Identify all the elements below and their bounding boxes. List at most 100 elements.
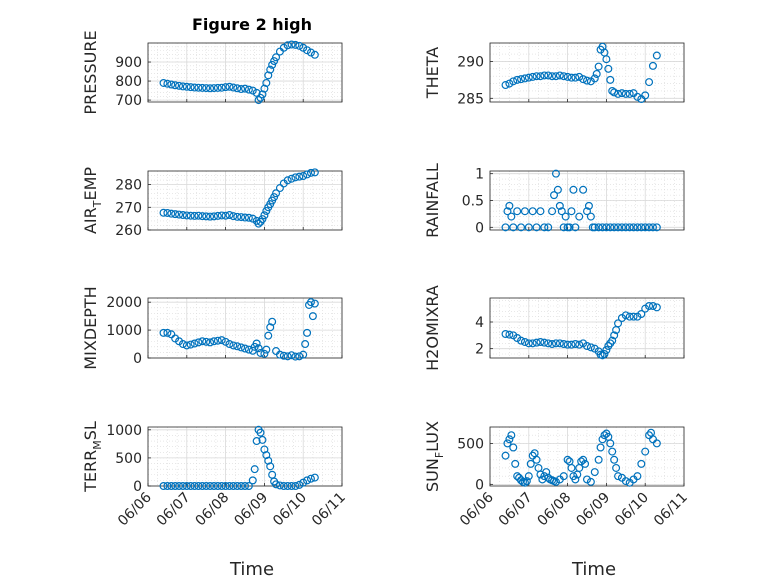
data-point: [159, 328, 168, 337]
data-point: [524, 73, 533, 82]
y-tick-label: 500: [457, 436, 484, 452]
data-point: [563, 340, 572, 349]
data-point: [221, 83, 230, 92]
data-point: [501, 330, 510, 339]
data-point: [606, 75, 615, 84]
axes-box: [489, 426, 685, 487]
data-point: [233, 84, 242, 93]
data-point: [217, 336, 226, 345]
data-point: [540, 71, 549, 80]
data-point: [163, 328, 172, 337]
plot-area: [490, 43, 684, 102]
data-series: [159, 425, 319, 491]
data-series: [159, 298, 319, 361]
data-point: [551, 339, 560, 348]
data-point: [295, 41, 304, 50]
y-tick-label: 0: [133, 351, 142, 367]
data-point: [202, 337, 211, 346]
data-point: [308, 312, 317, 321]
data-point: [167, 209, 176, 218]
data-point: [225, 82, 234, 91]
data-point: [532, 338, 541, 347]
data-point: [252, 437, 261, 446]
y-axis-label: THETA: [423, 47, 442, 99]
data-point: [202, 212, 211, 221]
data-point: [287, 40, 296, 49]
data-point: [594, 455, 603, 464]
data-point: [283, 176, 292, 185]
data-point: [241, 482, 250, 491]
data-point: [633, 223, 642, 232]
data-point: [509, 443, 518, 452]
data-point: [596, 443, 605, 452]
data-point: [159, 208, 168, 217]
data-point: [225, 340, 234, 349]
data-point: [621, 223, 630, 232]
data-point: [194, 211, 203, 220]
data-point: [190, 482, 199, 491]
y-tick-label: 290: [457, 54, 484, 70]
data-point: [272, 480, 281, 489]
data-point: [262, 451, 271, 460]
data-point: [540, 338, 549, 347]
data-point: [503, 439, 512, 448]
data-point: [241, 213, 250, 222]
data-point: [167, 482, 176, 491]
data-point: [536, 207, 545, 216]
data-point: [621, 477, 630, 486]
data-point: [571, 73, 580, 82]
data-point: [198, 83, 207, 92]
data-point: [182, 82, 191, 91]
y-axis-label: RAINFALL: [423, 163, 442, 238]
data-point: [571, 223, 580, 232]
data-point: [571, 475, 580, 484]
data-point: [213, 83, 222, 92]
data-point: [303, 476, 312, 485]
data-point: [559, 72, 568, 81]
data-point: [505, 435, 514, 444]
axes-box: [147, 297, 343, 359]
data-point: [275, 350, 284, 359]
data-point: [159, 482, 168, 491]
data-point: [548, 72, 557, 81]
data-point: [295, 480, 304, 489]
data-point: [171, 482, 180, 491]
data-point: [602, 223, 611, 232]
axes-box: [147, 170, 343, 231]
data-point: [275, 481, 284, 490]
data-point: [575, 72, 584, 81]
data-point: [233, 482, 242, 491]
data-point: [186, 83, 195, 92]
data-point: [217, 211, 226, 220]
data-point: [306, 48, 315, 57]
data-point: [206, 338, 215, 347]
data-series: [501, 302, 661, 360]
data-point: [586, 343, 595, 352]
data-point: [602, 55, 611, 64]
data-point: [579, 75, 588, 84]
data-point: [524, 339, 533, 348]
data-point: [209, 212, 218, 221]
data-point: [221, 337, 230, 346]
data-point: [310, 50, 319, 59]
data-point: [268, 317, 277, 326]
data-point: [206, 482, 215, 491]
y-tick-label: 1: [475, 167, 484, 183]
data-point: [194, 338, 203, 347]
data-series: [501, 42, 661, 104]
data-point: [582, 342, 591, 351]
data-point: [604, 64, 613, 73]
data-point: [524, 472, 533, 481]
y-axis-label: TERRMSL: [81, 421, 104, 493]
data-point: [229, 212, 238, 221]
data-point: [275, 184, 284, 193]
data-point: [260, 349, 269, 358]
data-point: [283, 482, 292, 491]
data-point: [540, 223, 549, 232]
axes-box: [489, 42, 685, 103]
data-point: [279, 351, 288, 360]
data-point: [520, 338, 529, 347]
data-point: [310, 299, 319, 308]
data-point: [520, 207, 529, 216]
data-point: [645, 78, 654, 87]
